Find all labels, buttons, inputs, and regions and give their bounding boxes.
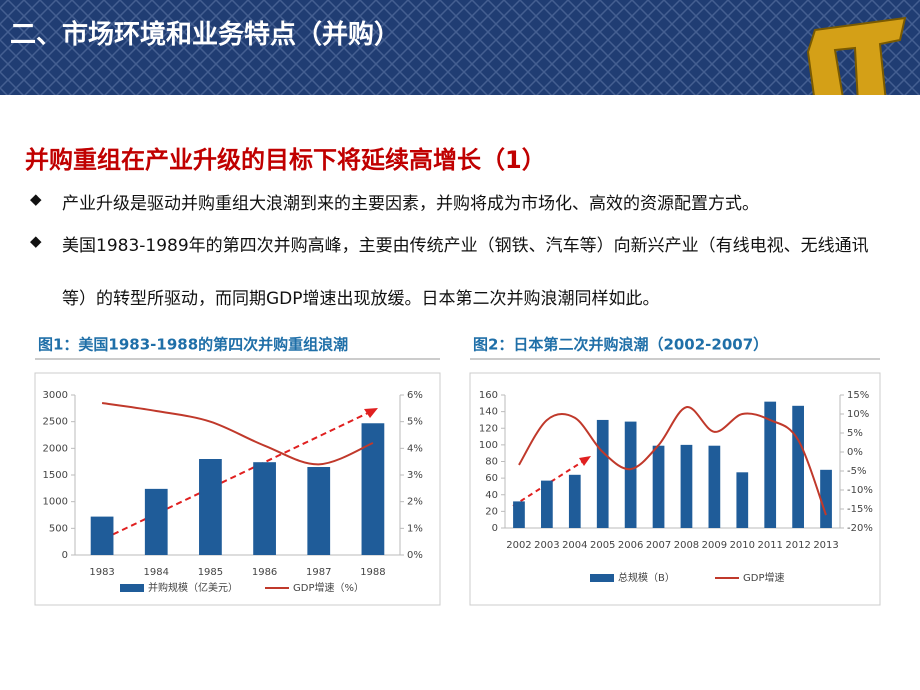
x-tick-label: 2007 (646, 540, 671, 551)
page-title: 二、市场环境和业务特点（并购） (10, 20, 401, 50)
y-tick-label: 20 (485, 506, 498, 517)
bar (568, 474, 581, 528)
bar (764, 401, 777, 528)
y-tick-label: 0 (492, 523, 498, 534)
y-tick-label: 120 (479, 423, 498, 434)
bar (361, 423, 385, 555)
bar (253, 462, 276, 555)
bullet-text: 产业升级是驱动并购重组大浪潮到来的主要因素，并购将成为市场化、高效的资源配置方式… (62, 194, 759, 214)
y-tick-label: 1000 (43, 497, 68, 508)
line (518, 406, 827, 516)
bar (90, 516, 114, 555)
bar (199, 459, 222, 555)
y-tick-label: 3000 (43, 390, 68, 401)
x-tick-label: 1985 (198, 567, 223, 578)
bar (820, 469, 832, 528)
y-tick-label: 160 (479, 390, 498, 401)
y2-tick-label: 10% (847, 409, 869, 420)
y-tick-label: 0 (62, 550, 68, 561)
y-tick-label: 2000 (43, 443, 68, 454)
bullet-marker: ◆ (30, 232, 42, 250)
y2-tick-label: 6% (407, 390, 423, 401)
y-tick-label: 140 (479, 407, 498, 418)
x-tick-label: 2012 (785, 540, 810, 551)
bar (307, 467, 331, 555)
x-tick-label: 1988 (360, 567, 385, 578)
legend-swatch (590, 574, 614, 582)
chart-title: 图2：日本第二次并购浪潮（2002-2007） (473, 336, 768, 354)
bar (708, 445, 721, 528)
bar (596, 419, 609, 528)
x-tick-label: 2005 (590, 540, 615, 551)
bar (144, 488, 168, 555)
chart-panel: 图2：日本第二次并购浪潮（2002-2007） 0 20 40 60 80 100 120 14… (469, 336, 881, 606)
y2-tick-label: 0% (407, 550, 423, 561)
y2-tick-label: 15% (847, 390, 869, 401)
y2-tick-label: -10% (847, 485, 873, 496)
trend-arrow (94, 408, 378, 544)
x-tick-label: 1986 (252, 567, 277, 578)
legend-label: GDP增速（%） (293, 581, 364, 594)
headline: 并购重组在产业升级的目标下将延续高增长（1） (25, 146, 546, 174)
legend-swatch (120, 584, 144, 592)
bar (792, 405, 804, 528)
x-tick-label: 1987 (306, 567, 331, 578)
x-tick-label: 2003 (534, 540, 559, 551)
x-tick-label: 1983 (89, 567, 114, 578)
panel-border (469, 372, 881, 606)
x-tick-label: 2011 (757, 540, 782, 551)
y2-tick-label: -20% (847, 523, 873, 534)
y2-tick-label: 5% (847, 428, 863, 439)
y2-tick-label: 3% (407, 470, 423, 481)
y2-tick-label: 1% (407, 523, 423, 534)
bar (513, 501, 525, 528)
y2-tick-label: 5% (407, 417, 423, 428)
line (101, 402, 374, 466)
bullet-text: 美国1983-1989年的第四次并购高峰，主要由传统产业（钢铁、汽车等）向新兴产… (62, 236, 869, 309)
bar (680, 444, 693, 528)
chart-title: 图1：美国1983-1988的第四次并购重组浪潮 (38, 336, 348, 354)
legend-label: GDP增速 (743, 571, 784, 584)
bar (541, 480, 553, 528)
bullet-marker: ◆ (30, 190, 42, 208)
chart-panel: 图1：美国1983-1988的第四次并购重组浪潮 0 500 1000 1500 2000… (34, 336, 441, 606)
y2-tick-label: 2% (407, 497, 423, 508)
y-tick-label: 500 (49, 523, 68, 534)
y-tick-label: 60 (485, 473, 498, 484)
y2-tick-label: -5% (847, 466, 866, 477)
gold-icon (806, 16, 907, 95)
x-tick-label: 2013 (813, 540, 838, 551)
trend-arrow (512, 456, 591, 507)
y2-tick-label: -15% (847, 504, 873, 515)
y-tick-label: 40 (485, 490, 498, 501)
y2-tick-label: 4% (407, 443, 423, 454)
header-band (0, 0, 920, 95)
x-tick-label: 2009 (702, 540, 727, 551)
y-tick-label: 2500 (43, 417, 68, 428)
x-tick-label: 2006 (618, 540, 643, 551)
x-tick-label: 1984 (144, 567, 169, 578)
x-tick-label: 2010 (730, 540, 755, 551)
y-tick-label: 100 (479, 440, 498, 451)
bar (736, 472, 749, 528)
panel-border (34, 372, 441, 606)
y2-tick-label: 0% (847, 447, 863, 458)
legend-label: 并购规模（亿美元） (148, 581, 238, 594)
x-tick-label: 2008 (674, 540, 699, 551)
y-tick-label: 80 (485, 457, 498, 468)
legend-label: 总规模（B） (618, 571, 675, 584)
x-tick-label: 2002 (506, 540, 531, 551)
bar (652, 445, 665, 528)
bar (624, 421, 637, 528)
y-tick-label: 1500 (43, 470, 68, 481)
x-tick-label: 2004 (562, 540, 587, 551)
